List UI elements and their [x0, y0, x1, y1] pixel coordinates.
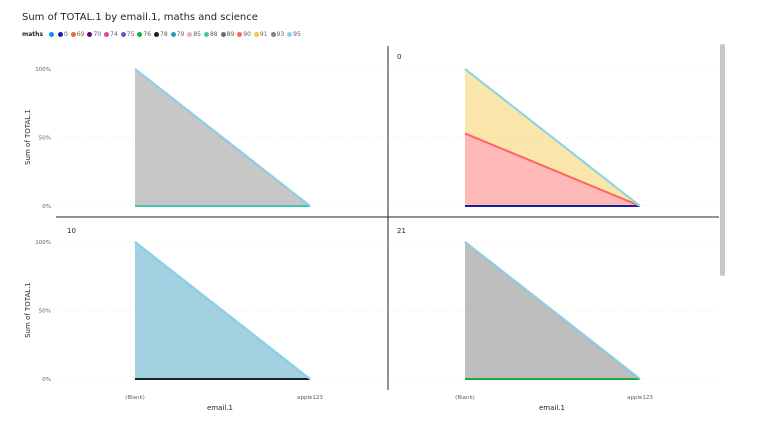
- x-tick-label: apple123: [627, 395, 653, 401]
- panel-label: 21: [397, 227, 406, 235]
- legend-title: maths: [22, 31, 44, 38]
- x-tick-label: apple123: [297, 395, 323, 401]
- legend-label: 85: [193, 31, 201, 38]
- legend-label: 89: [226, 31, 235, 38]
- legend-label: 79: [176, 31, 185, 38]
- line-series-95: [134, 241, 311, 380]
- legend-swatch: [104, 32, 110, 37]
- legend-label: 69: [76, 31, 85, 38]
- legend-swatch: [203, 32, 209, 37]
- legend-item[interactable]: 85: [187, 31, 201, 38]
- legend-label: 88: [209, 31, 218, 38]
- legend-swatch: [154, 32, 160, 37]
- y-tick-label: 0%: [42, 377, 51, 383]
- x-axis-title: email.1: [539, 404, 565, 412]
- legend-swatch: [120, 32, 126, 37]
- y-tick-label: 100%: [35, 240, 51, 246]
- legend-label: 76: [143, 31, 152, 38]
- y-tick-label: 50%: [39, 309, 51, 315]
- legend-swatch: [220, 32, 226, 37]
- legend-swatch: [287, 32, 293, 37]
- legend-item[interactable]: 70: [87, 31, 101, 38]
- y-tick-label: 100%: [35, 67, 51, 73]
- legend-items: 0 69 70 74 75 76 78 79 85 88 89 90 91 93 95: [49, 31, 304, 38]
- legend-item[interactable]: 89: [220, 31, 235, 38]
- legend-item[interactable]: 74: [104, 31, 118, 38]
- legend-swatch: [237, 32, 243, 37]
- legend-item[interactable]: 76: [137, 31, 151, 38]
- legend-swatch: [58, 32, 64, 37]
- legend-label: 95: [293, 31, 301, 38]
- legend-label: 91: [259, 31, 268, 38]
- y-axis-title: Sum of TOTAL.1: [24, 282, 32, 338]
- legend-swatch: [253, 32, 259, 37]
- line-series-95: [464, 241, 641, 380]
- legend-item[interactable]: [49, 32, 55, 37]
- legend-label: 93: [276, 31, 285, 38]
- y-tick-label: 0%: [42, 204, 51, 210]
- legend-label: 90: [243, 31, 251, 38]
- y-tick-label: 50%: [39, 136, 51, 142]
- legend-swatch: [49, 32, 55, 37]
- legend-item[interactable]: 0: [58, 31, 68, 38]
- legend-item[interactable]: 90: [237, 31, 251, 38]
- legend-label: 78: [160, 31, 168, 38]
- legend-item[interactable]: 95: [287, 31, 301, 38]
- legend-label: 75: [126, 31, 135, 38]
- legend-item[interactable]: 91: [253, 31, 268, 38]
- legend-item[interactable]: 79: [170, 31, 185, 38]
- x-tick-label: (Blank): [455, 395, 475, 401]
- legend-label: 70: [93, 31, 102, 38]
- legend-swatch: [170, 32, 176, 37]
- legend-swatch: [70, 32, 76, 37]
- line-series-95: [464, 68, 641, 207]
- scrollbar[interactable]: [720, 44, 725, 276]
- legend-item[interactable]: 88: [203, 31, 218, 38]
- legend: maths 0 69 70 74 75 76 78 79 85 88 89 90 91 93 95: [22, 31, 304, 38]
- legend-swatch: [137, 32, 143, 37]
- legend-swatch: [87, 32, 93, 37]
- line-series-95: [134, 68, 311, 207]
- chart-title: Sum of TOTAL.1 by email.1, maths and sci…: [22, 12, 258, 23]
- legend-swatch: [187, 32, 193, 37]
- x-axis-title: email.1: [207, 404, 233, 412]
- y-axis-title: Sum of TOTAL.1: [24, 109, 32, 165]
- legend-item[interactable]: 75: [120, 31, 135, 38]
- legend-item[interactable]: 78: [154, 31, 168, 38]
- legend-label: 74: [110, 31, 118, 38]
- panel-label: 0: [397, 53, 401, 61]
- legend-label: 0: [64, 31, 68, 38]
- legend-item[interactable]: 69: [70, 31, 85, 38]
- line-series-90: [464, 132, 641, 207]
- panel-label: 10: [67, 227, 76, 235]
- legend-swatch: [270, 32, 276, 37]
- x-tick-label: (Blank): [125, 395, 145, 401]
- legend-item[interactable]: 93: [270, 31, 285, 38]
